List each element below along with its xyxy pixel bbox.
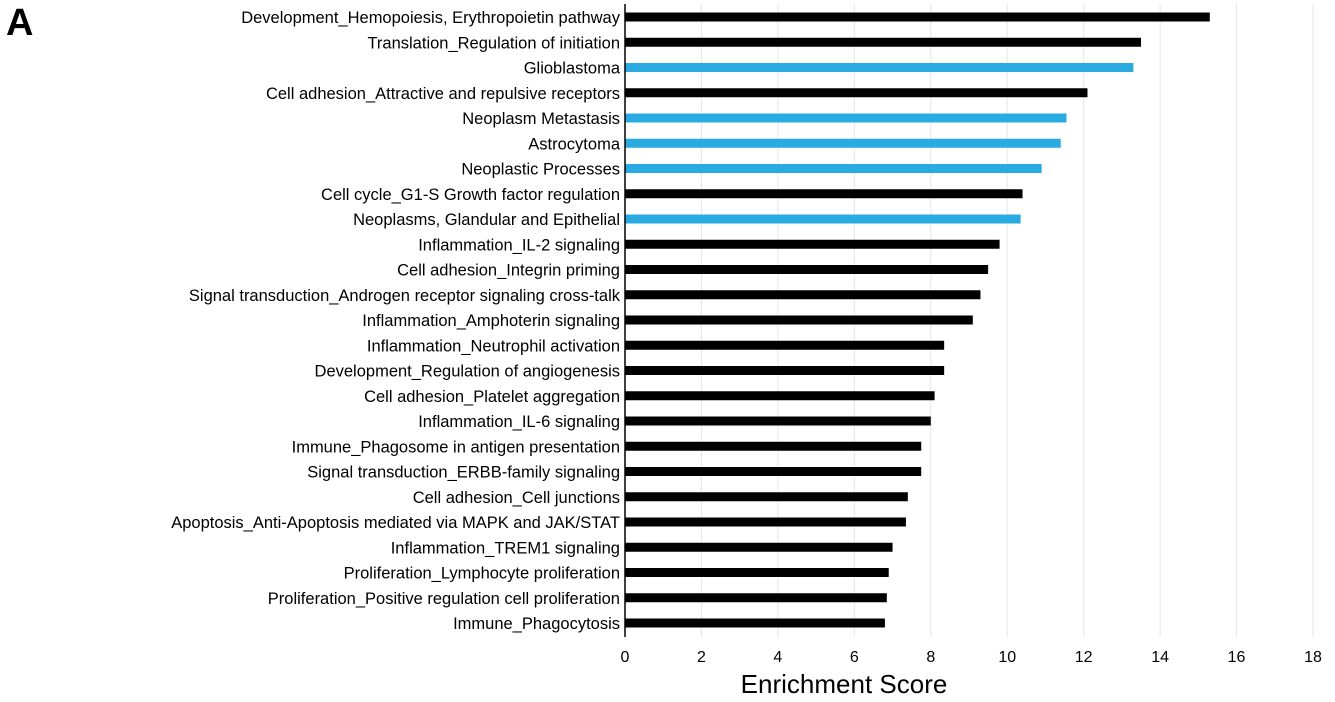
category-label: Development_Hemopoiesis, Erythropoietin …: [241, 9, 621, 27]
category-label: Inflammation_Neutrophil activation: [367, 337, 620, 355]
bar: [625, 593, 887, 603]
category-labels: Development_Hemopoiesis, Erythropoietin …: [171, 9, 621, 633]
x-tick-label: 6: [850, 649, 859, 666]
x-tick-label: 12: [1075, 649, 1093, 666]
category-label: Signal transduction_Androgen receptor si…: [189, 287, 621, 305]
bar: [625, 164, 1042, 173]
category-label: Inflammation_TREM1 signaling: [391, 539, 620, 557]
category-label: Inflammation_IL-2 signaling: [418, 236, 620, 254]
category-label: Immune_Phagocytosis: [453, 615, 620, 633]
category-label: Neoplastic Processes: [461, 161, 620, 179]
bar: [625, 441, 922, 451]
bar: [625, 189, 1023, 199]
bars: [625, 12, 1210, 628]
bar: [625, 290, 981, 300]
x-tick-label: 16: [1228, 649, 1246, 666]
bar: [625, 568, 889, 577]
bar: [625, 618, 885, 628]
bar: [625, 37, 1141, 47]
category-label: Development_Regulation of angiogenesis: [315, 363, 620, 381]
bar: [625, 542, 893, 552]
category-label: Cell adhesion_Attractive and repulsive r…: [266, 85, 620, 103]
bar: [625, 340, 945, 350]
bar: [625, 138, 1061, 148]
bar: [625, 315, 973, 325]
category-label: Apoptosis_Anti-Apoptosis mediated via MA…: [171, 514, 620, 532]
bar: [625, 214, 1021, 224]
category-label: Glioblastoma: [524, 60, 621, 78]
category-label: Translation_Regulation of initiation: [367, 34, 620, 52]
category-label: Astrocytoma: [528, 135, 621, 153]
x-tick-label: 0: [621, 649, 630, 666]
category-label: Inflammation_IL-6 signaling: [418, 413, 620, 431]
bar: [625, 239, 1000, 249]
category-label: Neoplasm Metastasis: [462, 110, 620, 128]
x-axis-title: Enrichment Score: [741, 669, 948, 699]
bar: [625, 492, 908, 502]
x-tick-label: 14: [1151, 649, 1169, 666]
bar: [625, 12, 1210, 22]
category-label: Cell adhesion_Cell junctions: [413, 489, 620, 507]
x-tick-label: 4: [773, 649, 782, 666]
bar: [625, 63, 1134, 72]
x-tick-label: 18: [1304, 649, 1322, 666]
category-label: Neoplasms, Glandular and Epithelial: [353, 211, 620, 229]
bar: [625, 366, 945, 375]
category-label: Cell cycle_G1-S Growth factor regulation: [321, 186, 620, 204]
category-label: Signal transduction_ERBB-family signalin…: [307, 464, 620, 482]
bar: [625, 113, 1067, 123]
x-tick-label: 2: [697, 649, 706, 666]
category-label: Immune_Phagosome in antigen presentation: [292, 438, 620, 456]
x-tick-label: 10: [998, 649, 1016, 666]
bar: [625, 416, 931, 426]
bar: [625, 88, 1088, 98]
category-label: Proliferation_Lymphocyte proliferation: [344, 565, 620, 583]
x-tick-labels: 0 2 4 6 8 10 12 14 16 18: [621, 649, 1322, 666]
category-label: Cell adhesion_Platelet aggregation: [364, 388, 620, 406]
bar: [625, 391, 935, 401]
category-label: Proliferation_Positive regulation cell p…: [268, 590, 620, 608]
category-label: Inflammation_Amphoterin signaling: [362, 312, 620, 330]
category-label: Cell adhesion_Integrin priming: [397, 262, 620, 280]
x-tick-label: 8: [926, 649, 935, 666]
bar: [625, 517, 906, 527]
bar: [625, 467, 922, 476]
bar: [625, 265, 989, 274]
panel-letter: A: [6, 2, 34, 44]
